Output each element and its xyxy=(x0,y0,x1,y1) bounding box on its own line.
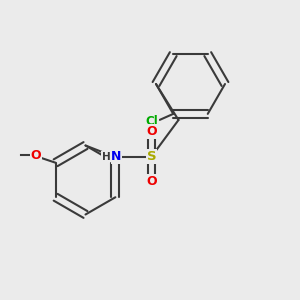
Text: H: H xyxy=(102,152,110,162)
Text: O: O xyxy=(31,149,41,162)
Text: S: S xyxy=(147,150,156,163)
Text: Cl: Cl xyxy=(146,115,159,128)
Text: O: O xyxy=(146,175,157,188)
Text: N: N xyxy=(111,150,122,163)
Text: O: O xyxy=(146,125,157,138)
